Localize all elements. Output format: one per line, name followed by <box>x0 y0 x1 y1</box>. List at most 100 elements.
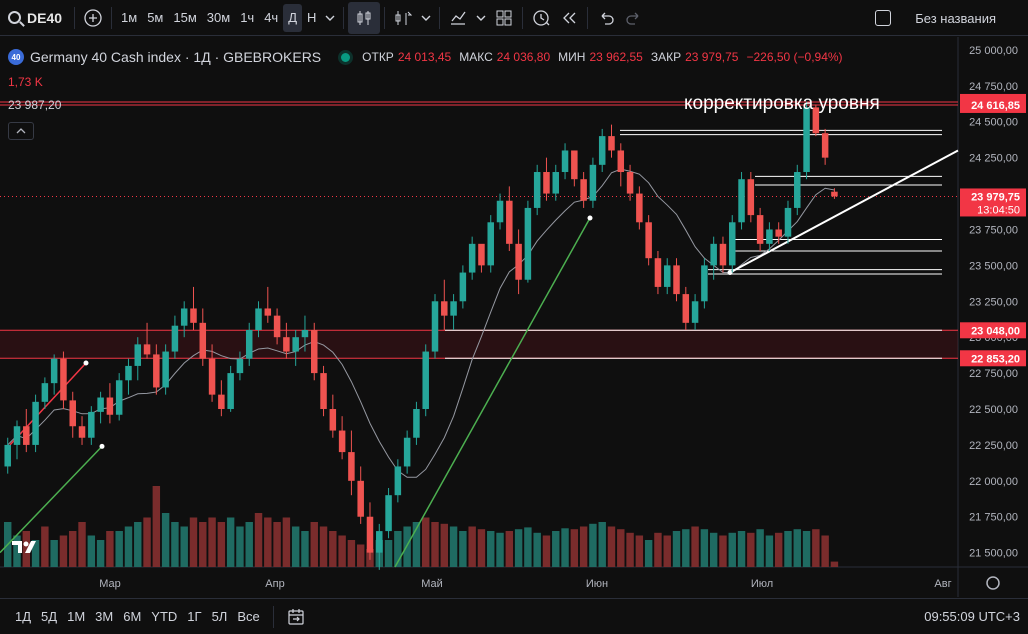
volume-bar <box>617 529 625 567</box>
range-button[interactable]: YTD <box>151 609 178 624</box>
layout-name[interactable]: Без названия <box>915 10 996 26</box>
price-chart[interactable]: 21 500,00 21 750,00 22 000,00 22 250,00 22 5… <box>0 37 1028 597</box>
candle-body <box>403 437 411 467</box>
volume-bar <box>812 529 820 567</box>
candle-body <box>366 516 374 553</box>
range-button[interactable]: 6М <box>123 609 142 624</box>
top-toolbar: DE40 1м 5м 15м 30м 1ч 4ч Д Н Без назв <box>0 0 1028 36</box>
symbol-search[interactable]: DE40 <box>0 0 70 36</box>
interval-button[interactable]: 5м <box>147 9 164 25</box>
candle-body <box>636 193 643 223</box>
volume-bar <box>96 540 105 567</box>
clock-time[interactable]: 09:55:09 UTC+3 <box>924 609 1020 624</box>
volume-bar <box>254 513 263 567</box>
range-button[interactable]: Все <box>237 609 260 624</box>
alert-clock-icon[interactable] <box>527 4 555 32</box>
volume-bar <box>672 531 681 567</box>
y-tick-label: 21 750,00 <box>969 512 1018 524</box>
volume-bar <box>329 531 337 567</box>
redo-icon[interactable] <box>620 4 648 32</box>
settings-gear-icon[interactable] <box>986 576 1000 590</box>
candle-body <box>775 229 782 237</box>
candle-body <box>320 373 327 410</box>
layout-checkbox[interactable] <box>875 10 892 26</box>
date-range-icon[interactable] <box>282 603 310 631</box>
volume-bar <box>626 532 634 567</box>
volume-bar <box>784 531 792 567</box>
chart-annotation[interactable]: корректировка уровня <box>684 93 880 114</box>
volume-value: 1,73 K <box>8 75 43 89</box>
range-button[interactable]: 1Д <box>15 609 32 624</box>
y-tick-label: 23 250,00 <box>969 296 1018 308</box>
volume-bar <box>802 531 811 567</box>
compare-plus-icon[interactable] <box>79 4 107 32</box>
interval-group: 1м 5м 15м 30м 1ч 4ч Д Н <box>116 3 321 32</box>
market-status-dot[interactable] <box>341 52 351 62</box>
volume-bar <box>728 532 736 567</box>
range-button[interactable]: 1М <box>67 609 86 624</box>
volume-bar <box>310 522 318 567</box>
candle-body <box>803 107 810 173</box>
candle-body <box>496 200 504 223</box>
tradingview-logo[interactable] <box>12 539 42 560</box>
candle-body <box>41 383 49 402</box>
volume-bar <box>180 526 188 567</box>
interval-button[interactable]: 1ч <box>240 9 255 25</box>
candle-body <box>821 133 829 158</box>
candle-body <box>153 354 160 388</box>
candle-body <box>97 397 104 412</box>
x-tick-label: Мар <box>99 578 121 590</box>
candle-body <box>673 265 680 295</box>
candle-body <box>598 136 606 165</box>
candle-body <box>143 344 151 355</box>
volume-bar <box>171 522 179 567</box>
interval-button[interactable]: Д <box>283 3 303 32</box>
volume-bar <box>644 540 653 567</box>
support-zone <box>0 330 958 359</box>
range-button[interactable]: 3М <box>95 609 114 624</box>
templates-grid-icon[interactable] <box>490 4 518 32</box>
interval-button[interactable]: 4ч <box>264 9 279 25</box>
interval-button[interactable]: 15м <box>173 9 197 25</box>
undo-icon[interactable] <box>592 4 620 32</box>
collapse-legend-button[interactable] <box>8 122 34 140</box>
candle-body <box>60 358 67 401</box>
interval-button[interactable]: 30м <box>206 9 231 25</box>
volume-bar <box>431 522 439 567</box>
volume-bar <box>598 522 606 567</box>
replay-icon[interactable] <box>555 4 583 32</box>
chevron-down-icon[interactable] <box>417 4 435 32</box>
volume-bar <box>524 527 532 567</box>
y-tick-label: 23 500,00 <box>969 260 1018 272</box>
x-tick-label: Май <box>421 578 443 590</box>
volume-bar <box>291 526 300 567</box>
candle-body <box>88 411 95 438</box>
y-tick-label: 23 750,00 <box>969 224 1018 236</box>
range-button[interactable]: 5Л <box>211 609 228 624</box>
candle-body <box>245 330 253 359</box>
candle-body <box>515 243 522 280</box>
candle-body <box>13 426 21 445</box>
candle-body <box>561 150 569 173</box>
chart-type-icon[interactable] <box>444 4 472 32</box>
indicators-icon[interactable] <box>389 4 417 32</box>
chevron-down-icon[interactable] <box>321 4 339 32</box>
divider <box>343 6 345 29</box>
volume-bar <box>691 526 699 567</box>
range-button[interactable]: 5Д <box>41 609 58 624</box>
range-button[interactable]: 1Г <box>187 609 202 624</box>
candle-body <box>218 394 225 410</box>
chart-area[interactable]: 21 500,00 21 750,00 22 000,00 22 250,00 22 5… <box>0 37 1028 597</box>
candle-body <box>766 229 773 244</box>
volume-bar <box>570 529 579 567</box>
candle-body <box>682 294 690 323</box>
candle-body <box>756 215 764 244</box>
volume-bar <box>273 522 281 567</box>
chevron-down-icon[interactable] <box>472 4 490 32</box>
candle-body <box>134 344 142 366</box>
candles-icon[interactable] <box>348 1 381 34</box>
interval-button[interactable]: 1м <box>121 9 138 25</box>
interval-button[interactable]: Н <box>307 9 317 25</box>
legend-title[interactable]: Germany 40 Cash index · 1Д · GBEBROKERS <box>30 49 322 65</box>
candle-body <box>264 308 272 316</box>
